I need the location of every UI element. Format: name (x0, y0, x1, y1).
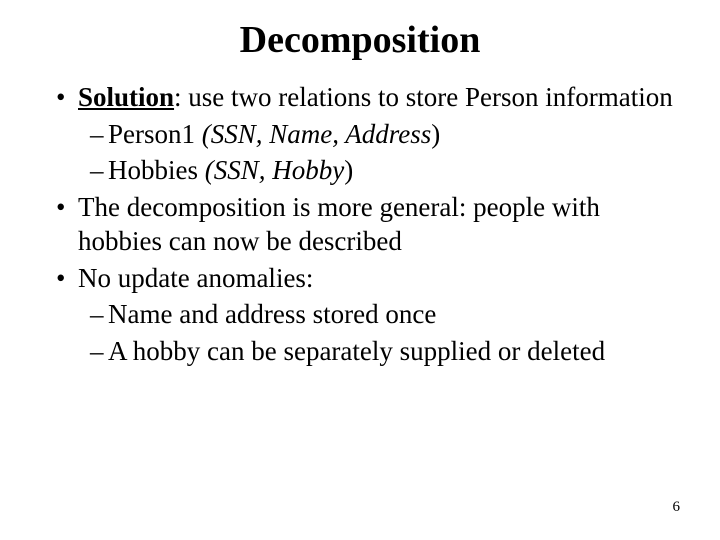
text: : use two relations to store (174, 82, 465, 112)
bullet-icon: • (56, 190, 78, 259)
subbullet-text: Name and address stored once (108, 297, 680, 332)
bullet-general: • The decomposition is more general: peo… (56, 190, 680, 259)
subbullet-person1: – Person1 (SSN, Name, Address) (56, 117, 680, 152)
relation-name: Person1 (108, 119, 195, 149)
subbullet-hobby-supplied: – A hobby can be separately supplied or … (56, 334, 680, 369)
dash-icon: – (90, 334, 108, 369)
bullet-text: The decomposition is more general: peopl… (78, 190, 680, 259)
slide: Decomposition • Solution: use two relati… (0, 0, 720, 540)
slide-title: Decomposition (40, 18, 680, 62)
text: ) (344, 155, 353, 185)
relation-attrs: (SSN, Hobby (198, 155, 344, 185)
subbullet-text: Person1 (SSN, Name, Address) (108, 117, 680, 152)
subbullet-hobbies: – Hobbies (SSN, Hobby) (56, 153, 680, 188)
page-number: 6 (673, 499, 681, 516)
text-person: Person (465, 82, 539, 112)
subbullet-text: Hobbies (SSN, Hobby) (108, 153, 680, 188)
dash-icon: – (90, 153, 108, 188)
subbullet-stored-once: – Name and address stored once (56, 297, 680, 332)
bullet-text: No update anomalies: (78, 261, 680, 296)
dash-icon: – (90, 117, 108, 152)
relation-name: Hobbies (108, 155, 198, 185)
bullet-icon: • (56, 261, 78, 296)
subbullet-text: A hobby can be separately supplied or de… (108, 334, 680, 369)
bullet-text: Solution: use two relations to store Per… (78, 80, 680, 115)
relation-attrs: (SSN, Name, Address (195, 119, 431, 149)
bullet-solution: • Solution: use two relations to store P… (56, 80, 680, 115)
slide-body: • Solution: use two relations to store P… (40, 80, 680, 368)
text: information (539, 82, 673, 112)
bullet-no-anomalies: • No update anomalies: (56, 261, 680, 296)
text-solution: Solution (78, 82, 174, 112)
bullet-icon: • (56, 80, 78, 115)
text: ) (431, 119, 440, 149)
dash-icon: – (90, 297, 108, 332)
